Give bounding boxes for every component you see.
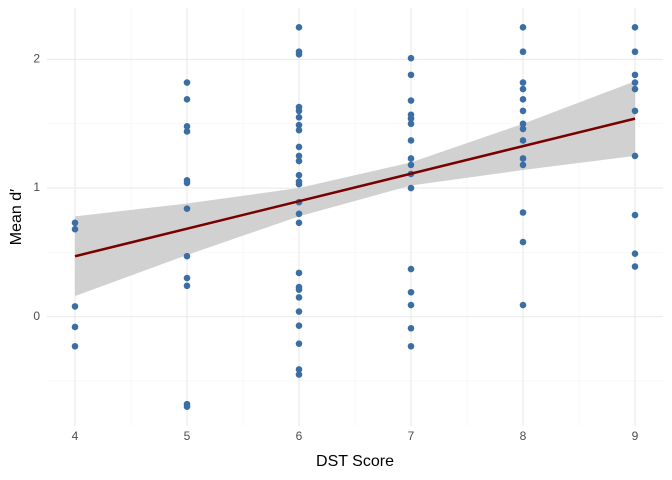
point — [183, 123, 191, 130]
x-tick-label: 4 — [72, 429, 79, 443]
point — [295, 51, 303, 58]
point — [295, 366, 303, 373]
point — [519, 79, 527, 86]
point — [71, 342, 79, 350]
point — [519, 161, 527, 169]
point — [295, 210, 303, 218]
point — [295, 157, 303, 165]
point — [183, 79, 191, 86]
point — [407, 324, 415, 332]
point — [519, 120, 527, 128]
point — [631, 152, 639, 160]
point — [407, 184, 415, 192]
point — [631, 263, 639, 270]
x-axis-title: DST Score — [316, 453, 394, 470]
point — [519, 209, 527, 216]
point — [407, 97, 415, 104]
point — [295, 114, 303, 121]
y-tick-label: 2 — [33, 52, 40, 66]
point — [295, 286, 303, 293]
point — [407, 288, 415, 296]
point — [295, 152, 303, 160]
point — [295, 371, 303, 378]
point — [407, 54, 415, 62]
point — [407, 342, 415, 350]
y-tick-label: 1 — [33, 180, 40, 194]
point — [183, 128, 191, 135]
point — [295, 126, 303, 134]
point — [407, 301, 415, 309]
point — [519, 238, 527, 246]
point — [295, 322, 303, 329]
point — [295, 107, 303, 115]
point — [183, 252, 191, 260]
point — [407, 265, 415, 273]
x-tick-label: 6 — [296, 429, 303, 443]
point — [183, 205, 191, 212]
point — [519, 23, 527, 31]
point — [407, 155, 415, 162]
point — [295, 180, 303, 188]
point — [183, 274, 191, 282]
y-tick-label: 0 — [33, 309, 40, 323]
point — [295, 23, 303, 31]
point — [631, 85, 639, 93]
point — [631, 48, 639, 56]
point — [407, 137, 415, 144]
point — [295, 171, 303, 179]
point — [295, 294, 303, 301]
point — [295, 121, 303, 129]
point — [295, 219, 303, 227]
point — [295, 340, 303, 347]
point — [631, 250, 639, 257]
point — [71, 219, 79, 227]
point — [407, 115, 415, 122]
point — [183, 403, 191, 411]
point — [183, 96, 191, 103]
point — [295, 308, 303, 315]
point — [71, 323, 79, 331]
x-tick-label: 7 — [408, 429, 415, 443]
point — [519, 85, 527, 93]
x-tick-label: 9 — [632, 429, 639, 443]
point — [295, 269, 303, 277]
point — [519, 155, 527, 162]
point — [407, 120, 415, 128]
regression-line — [74, 117, 636, 258]
point — [519, 48, 527, 56]
point — [519, 301, 527, 309]
point — [519, 96, 527, 103]
x-tick-label: 8 — [520, 429, 527, 443]
point — [407, 71, 415, 79]
point — [631, 71, 639, 79]
y-axis-title: Mean d′ — [8, 189, 25, 245]
point — [631, 107, 639, 115]
point — [183, 282, 191, 290]
point — [407, 161, 415, 169]
point — [519, 137, 527, 144]
point — [71, 225, 79, 233]
point — [631, 211, 639, 219]
point — [295, 143, 303, 151]
point — [631, 79, 639, 86]
point — [519, 107, 527, 115]
point — [183, 179, 191, 187]
point — [631, 23, 639, 31]
point — [71, 303, 79, 310]
point — [519, 125, 527, 133]
x-tick-label: 5 — [184, 429, 191, 443]
